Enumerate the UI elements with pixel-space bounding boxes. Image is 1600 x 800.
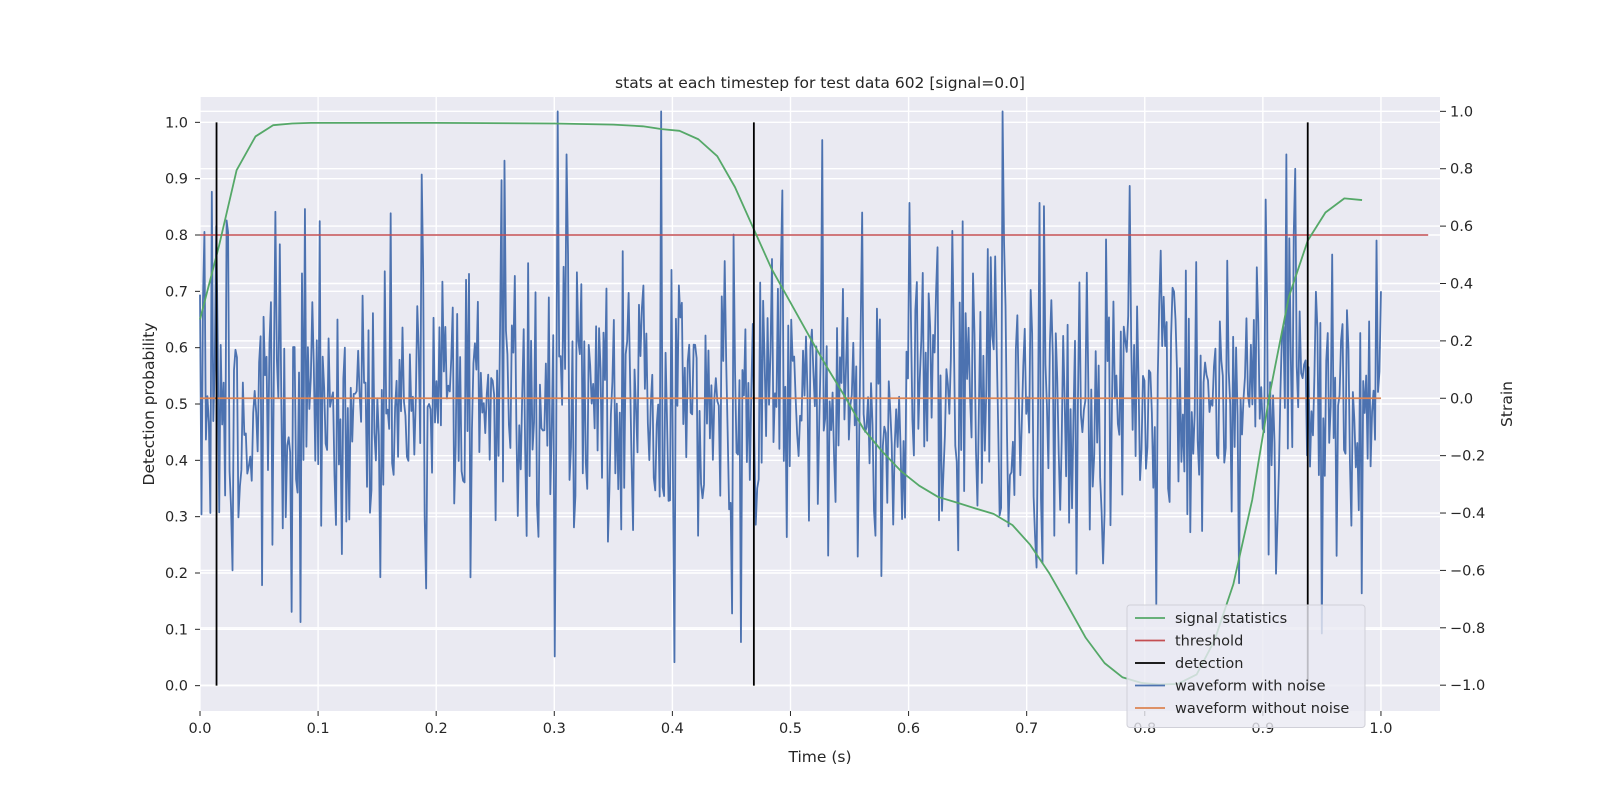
y2-tick-label: 0.0 [1450,391,1473,407]
y-axis-title: Detection probability [140,323,158,486]
y2-tick-label: −0.2 [1450,449,1485,465]
y2-tick-label: 1.0 [1450,104,1473,120]
x-tick-label: 0.0 [188,721,211,737]
x-tick-label: 0.5 [779,721,802,737]
x-tick-label: 0.3 [543,721,566,737]
x-tick-label: 0.6 [897,721,920,737]
y2-tick-label: 0.2 [1450,334,1473,350]
x-tick-label: 0.4 [661,721,684,737]
series-layer [199,110,1429,686]
y-tick-label: 0.1 [165,622,188,638]
y2-tick-label: −1.0 [1450,678,1485,694]
legend-label: detection [1175,656,1243,672]
legend-label: waveform with noise [1175,679,1326,695]
y-tick-label: 0.9 [165,172,188,188]
x-tick-label: 0.7 [1015,721,1038,737]
y2-tick-label: −0.6 [1450,563,1485,579]
y2-tick-label: 0.6 [1450,219,1473,235]
chart-title: stats at each timestep for test data 602… [615,74,1025,92]
y-tick-label: 0.3 [165,510,188,526]
y2-tick-label: −0.4 [1450,506,1485,522]
axes: 0.0 0.1 0.2 0.3 0.4 0.5 0.6 0.7 0.8 0.9 1.0 0.0 0.1 0… [165,104,1485,737]
legend-label: signal statistics [1175,611,1287,627]
x-tick-label: 0.2 [425,721,448,737]
y-tick-label: 0.7 [165,284,188,300]
y-tick-label: 0.5 [165,397,188,413]
y-tick-label: 0.2 [165,566,188,582]
legend: signal statistics threshold detection wavef… [1126,604,1366,728]
y2-tick-label: 0.8 [1450,162,1473,178]
legend-box [1126,604,1366,728]
y-tick-label: 1.0 [165,115,188,131]
legend-label: threshold [1175,634,1243,650]
x-tick-label: 0.1 [307,721,330,737]
y-tick-label: 0.4 [165,453,188,469]
x-tick-label: 1.0 [1369,721,1392,737]
series-waveform-with-noise [199,110,1382,664]
y2-axis-title: Strain [1498,381,1516,427]
y-tick-label: 0.6 [165,341,188,357]
y-tick-label: 0.8 [165,228,188,244]
y2-tick-label: −0.8 [1450,621,1485,637]
x-axis-title: Time (s) [787,748,851,766]
legend-label: waveform without noise [1175,701,1349,717]
y-tick-label: 0.0 [165,679,188,695]
y2-tick-label: 0.4 [1450,276,1473,292]
